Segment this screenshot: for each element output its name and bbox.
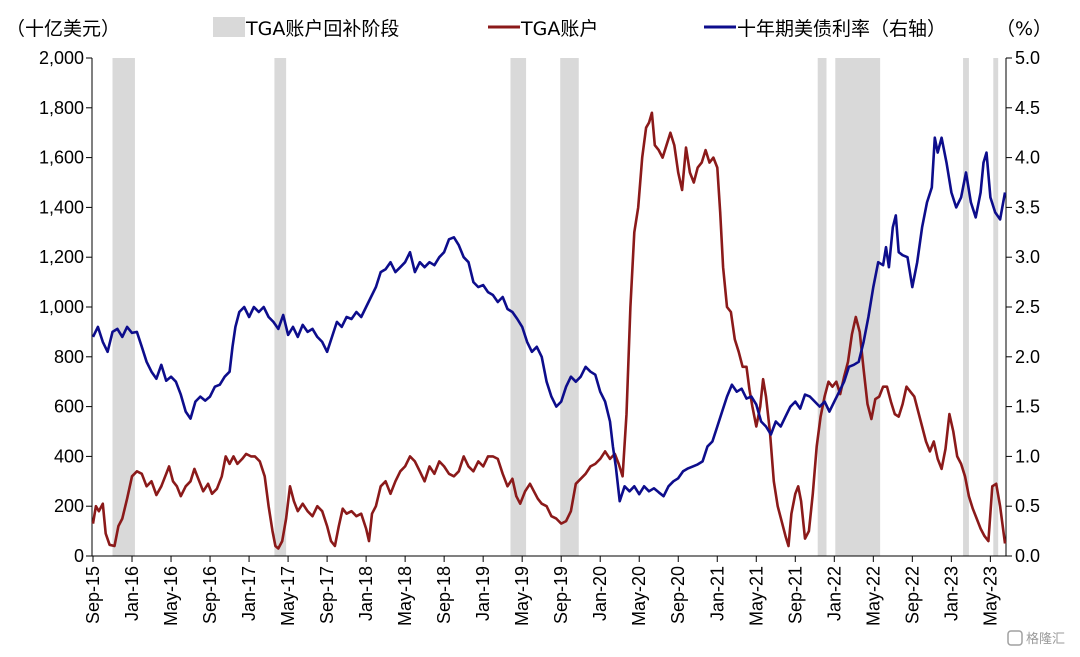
svg-text:格隆汇: 格隆汇 (1026, 631, 1065, 647)
x-tick-label: Sep-17 (317, 566, 337, 624)
x-tick-label: Sep-16 (200, 566, 220, 624)
left-tick-label: 800 (54, 347, 84, 367)
x-tick-label: Jan-23 (941, 566, 961, 621)
legend: TGA账户回补阶段 TGA账户 十年期美债利率（右轴） (213, 17, 946, 40)
legend-label-tga: TGA账户 (520, 18, 598, 40)
x-tick-label: Jan-22 (824, 566, 844, 621)
shaded-period-0 (112, 58, 135, 556)
x-tick-label: Sep-19 (551, 566, 571, 624)
right-tick-label: 0.5 (1015, 496, 1040, 516)
shaded-period-5 (835, 58, 881, 556)
left-tick-label: 2,000 (39, 48, 84, 68)
x-tick-label: May-22 (863, 566, 883, 626)
legend-swatch-band (213, 17, 245, 37)
left-tick-label: 1,400 (39, 197, 84, 217)
watermark-logo-icon (1007, 630, 1023, 646)
shaded-periods (112, 58, 999, 556)
x-tick-label: Jan-16 (122, 566, 142, 621)
left-tick-label: 1,600 (39, 148, 84, 168)
x-tick-label: Jan-20 (590, 566, 610, 621)
x-tick-label: Sep-18 (434, 566, 454, 624)
x-tick-label: Jan-18 (356, 566, 376, 621)
x-tick-label: Sep-22 (902, 566, 922, 624)
shaded-period-3 (560, 58, 579, 556)
right-tick-label: 3.0 (1015, 247, 1040, 267)
axes: 0 200 400 600 800 1,000 1,200 1,400 1,600 1,800 2,… (39, 48, 1040, 626)
left-tick-label: 1,200 (39, 247, 84, 267)
x-tick-label: Jan-19 (473, 566, 493, 621)
right-tick-label: 4.0 (1015, 148, 1040, 168)
left-axis-unit: （十亿美元） (6, 18, 120, 40)
right-tick-label: 0.0 (1015, 546, 1040, 566)
x-tick-label: May-20 (629, 566, 649, 626)
x-tick-label: May-23 (980, 566, 1000, 626)
shaded-period-6 (963, 58, 969, 556)
right-tick-label: 4.5 (1015, 98, 1040, 118)
right-tick-label: 2.0 (1015, 347, 1040, 367)
legend-label-band: TGA账户回补阶段 (245, 18, 399, 40)
x-tick-label: May-17 (278, 566, 298, 626)
right-axis-unit: （%） (996, 18, 1052, 40)
shaded-period-1 (274, 58, 287, 556)
shaded-period-2 (510, 58, 527, 556)
x-tick-label: Sep-21 (785, 566, 805, 624)
watermark: 格隆汇 (1007, 630, 1065, 647)
x-tick-label: Jan-21 (707, 566, 727, 621)
x-tick-label: May-18 (395, 566, 415, 626)
shaded-period-7 (993, 58, 999, 556)
shaded-period-4 (817, 58, 827, 556)
treasury-yield-line (91, 136, 1007, 503)
x-tick-label: May-21 (746, 566, 766, 626)
x-tick-label: May-19 (512, 566, 532, 626)
right-tick-label: 5.0 (1015, 48, 1040, 68)
left-tick-label: 1,800 (39, 98, 84, 118)
right-tick-label: 1.5 (1015, 397, 1040, 417)
left-tick-label: 600 (54, 397, 84, 417)
x-tick-label: Sep-15 (83, 566, 103, 624)
right-tick-label: 2.5 (1015, 297, 1040, 317)
left-tick-label: 1,000 (39, 297, 84, 317)
x-tick-label: May-16 (161, 566, 181, 626)
series-lines (91, 111, 1007, 550)
left-tick-label: 400 (54, 446, 84, 466)
legend-label-yield: 十年期美债利率（右轴） (737, 18, 946, 40)
right-tick-label: 3.5 (1015, 197, 1040, 217)
right-tick-label: 1.0 (1015, 446, 1040, 466)
tga-account-line (91, 111, 1007, 550)
x-tick-label: Jan-17 (239, 566, 259, 621)
left-tick-label: 200 (54, 496, 84, 516)
left-tick-label: 0 (74, 546, 84, 566)
x-tick-label: Sep-20 (668, 566, 688, 624)
